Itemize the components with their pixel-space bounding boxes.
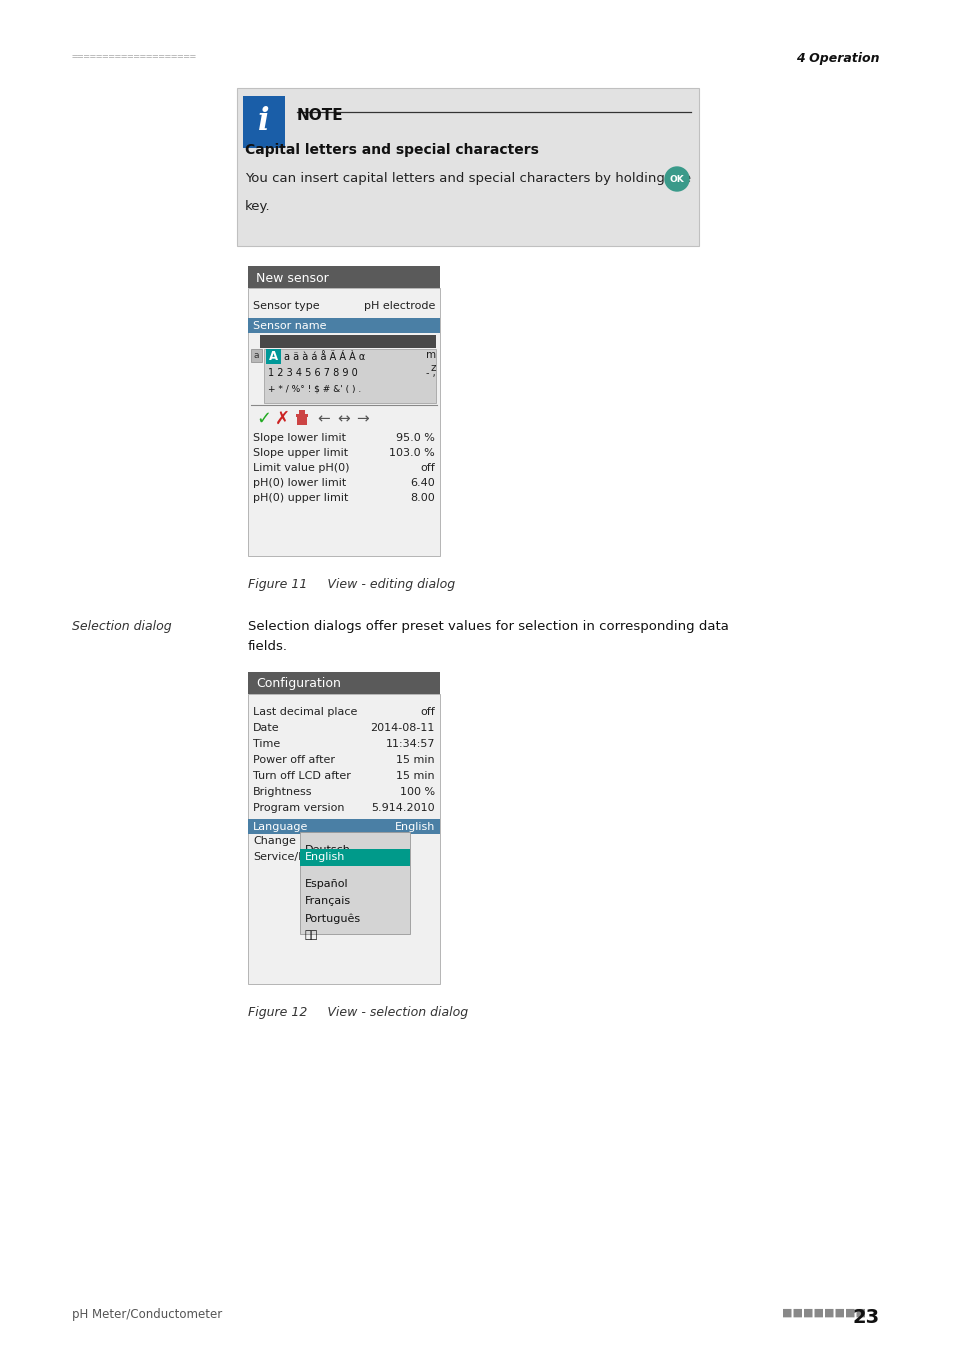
Text: OK: OK [669,174,683,184]
Text: fields.: fields. [248,640,288,653]
Text: Figure 11     View - editing dialog: Figure 11 View - editing dialog [248,578,455,591]
Text: m: m [425,350,436,360]
Text: + * / %° ! $ # &' ( ) .: + * / %° ! $ # &' ( ) . [268,385,361,393]
Bar [298,410,305,414]
Text: Capital letters and special characters: Capital letters and special characters [245,143,538,157]
Bar [248,266,439,288]
Text: Power off after: Power off after [253,755,335,765]
Bar [295,414,308,417]
Text: Time: Time [253,738,280,749]
Text: 中文: 中文 [305,930,318,940]
Text: pH(0) lower limit: pH(0) lower limit [253,478,346,487]
Circle shape [664,167,688,190]
Text: 15 min: 15 min [395,771,435,782]
Text: Limit value pH(0): Limit value pH(0) [253,463,349,472]
Text: Selection dialogs offer preset values for selection in corresponding data: Selection dialogs offer preset values fo… [248,620,728,633]
Bar [299,849,410,865]
Text: Français: Français [305,896,351,906]
Text: off: off [420,463,435,472]
Text: ■■■■■■■■: ■■■■■■■■ [781,1308,869,1318]
Bar [260,335,436,348]
Text: English: English [305,852,345,863]
Text: Sensor type: Sensor type [253,301,319,310]
Text: NOTE: NOTE [296,108,343,123]
Text: z: z [430,363,436,373]
Text: English: English [395,822,435,832]
Text: Last decimal place: Last decimal place [253,707,357,717]
Text: Español: Español [305,879,348,890]
Text: Brightness: Brightness [253,787,313,796]
Text: 5.914.2010: 5.914.2010 [371,803,435,813]
Text: Turn off LCD after: Turn off LCD after [253,771,351,782]
Text: off: off [420,707,435,717]
Bar [264,350,436,404]
Bar [248,694,439,984]
Text: i: i [258,107,270,138]
Bar [296,417,307,425]
Text: 15 min: 15 min [395,755,435,765]
Text: A: A [269,350,277,363]
Bar [266,350,281,365]
Bar [248,319,439,333]
Text: - ,: - , [426,369,436,378]
Text: Language: Language [253,822,308,832]
Text: pH Meter/Conductometer: pH Meter/Conductometer [71,1308,222,1322]
Text: Service/M: Service/M [253,852,308,863]
Text: 2014-08-11: 2014-08-11 [370,724,435,733]
Text: 6.40: 6.40 [410,478,435,487]
Text: Program version: Program version [253,803,344,813]
Text: Deutsch: Deutsch [305,845,351,855]
Text: 4 Operation: 4 Operation [796,53,879,65]
Bar [248,819,439,834]
Text: Sensor name: Sensor name [253,321,326,331]
Text: 1 2 3 4 5 6 7 8 9 0: 1 2 3 4 5 6 7 8 9 0 [268,369,357,378]
Text: ====================: ==================== [71,53,196,62]
Text: 95.0 %: 95.0 % [395,433,435,443]
Text: 11:34:57: 11:34:57 [385,738,435,749]
Text: Slope lower limit: Slope lower limit [253,433,346,443]
Text: 23: 23 [852,1308,879,1327]
Text: 103.0 %: 103.0 % [389,448,435,458]
Text: Date: Date [253,724,279,733]
Text: ✓: ✓ [256,410,272,428]
Text: New sensor: New sensor [255,271,329,285]
Text: a ä à á å Ä Á À α: a ä à á å Ä Á À α [284,351,365,362]
Text: Slope upper limit: Slope upper limit [253,448,348,458]
Text: →: → [356,412,369,427]
Bar [251,350,262,362]
Text: Selection dialog: Selection dialog [71,620,172,633]
Text: Change: Change [253,836,295,846]
Text: Figure 12     View - selection dialog: Figure 12 View - selection dialog [248,1006,468,1019]
Text: pH(0) upper limit: pH(0) upper limit [253,493,348,504]
Text: You can insert capital letters and special characters by holding the: You can insert capital letters and speci… [245,171,690,185]
Bar [299,832,410,934]
Text: 100 %: 100 % [399,787,435,796]
Text: a: a [253,351,259,360]
Text: ✗: ✗ [274,410,290,428]
Bar [248,672,439,694]
Bar [243,96,285,148]
Bar [248,288,439,556]
Text: 8.00: 8.00 [410,493,435,504]
Text: Configuration: Configuration [255,678,340,690]
Text: ↔: ↔ [337,412,350,427]
Text: ←: ← [317,412,330,427]
Bar [236,88,699,246]
Text: Português: Português [305,913,361,923]
Text: pH electrode: pH electrode [363,301,435,310]
Text: key.: key. [245,200,271,213]
